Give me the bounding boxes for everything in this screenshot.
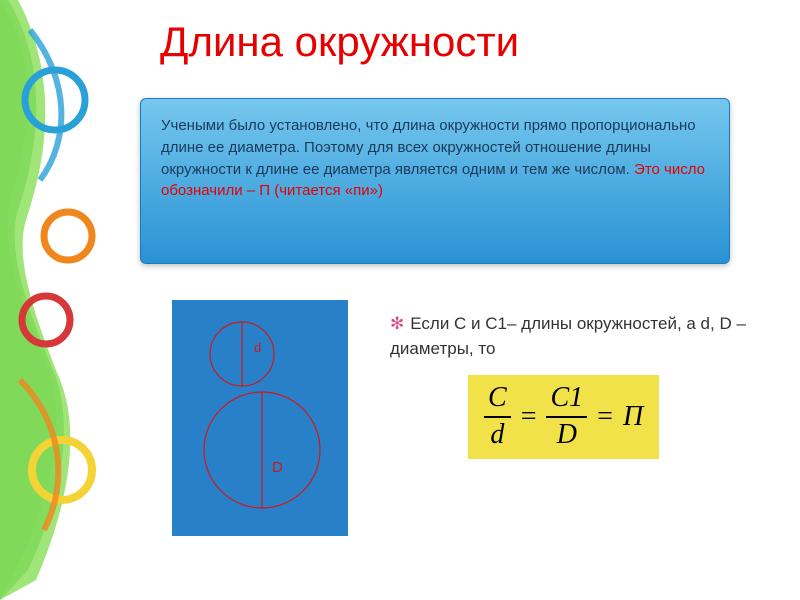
formula-box: C d = C1 D = П (468, 375, 659, 459)
fraction-2: C1 D (546, 383, 587, 451)
math-text: ✻Если C и C1– длины окружностей, а d, D … (390, 312, 760, 361)
pi-symbol: П (623, 401, 643, 433)
circles-diagram: d D (172, 300, 348, 536)
math-text-content: Если C и C1– длины окружностей, а d, D –… (390, 314, 746, 358)
info-box: Учеными было установлено, что длина окру… (140, 98, 730, 264)
equals-1: = (521, 401, 537, 433)
math-section: ✻Если C и C1– длины окружностей, а d, D … (390, 312, 760, 459)
large-d-label: D (272, 459, 283, 476)
asterisk-icon: ✻ (390, 312, 404, 337)
fraction-1: C d (484, 383, 511, 451)
page-title: Длина окружности (160, 18, 519, 66)
decorative-swirl (0, 0, 110, 600)
equals-2: = (597, 401, 613, 433)
info-main-text: Учеными было установлено, что длина окру… (161, 117, 696, 178)
small-d-label: d (254, 340, 261, 355)
